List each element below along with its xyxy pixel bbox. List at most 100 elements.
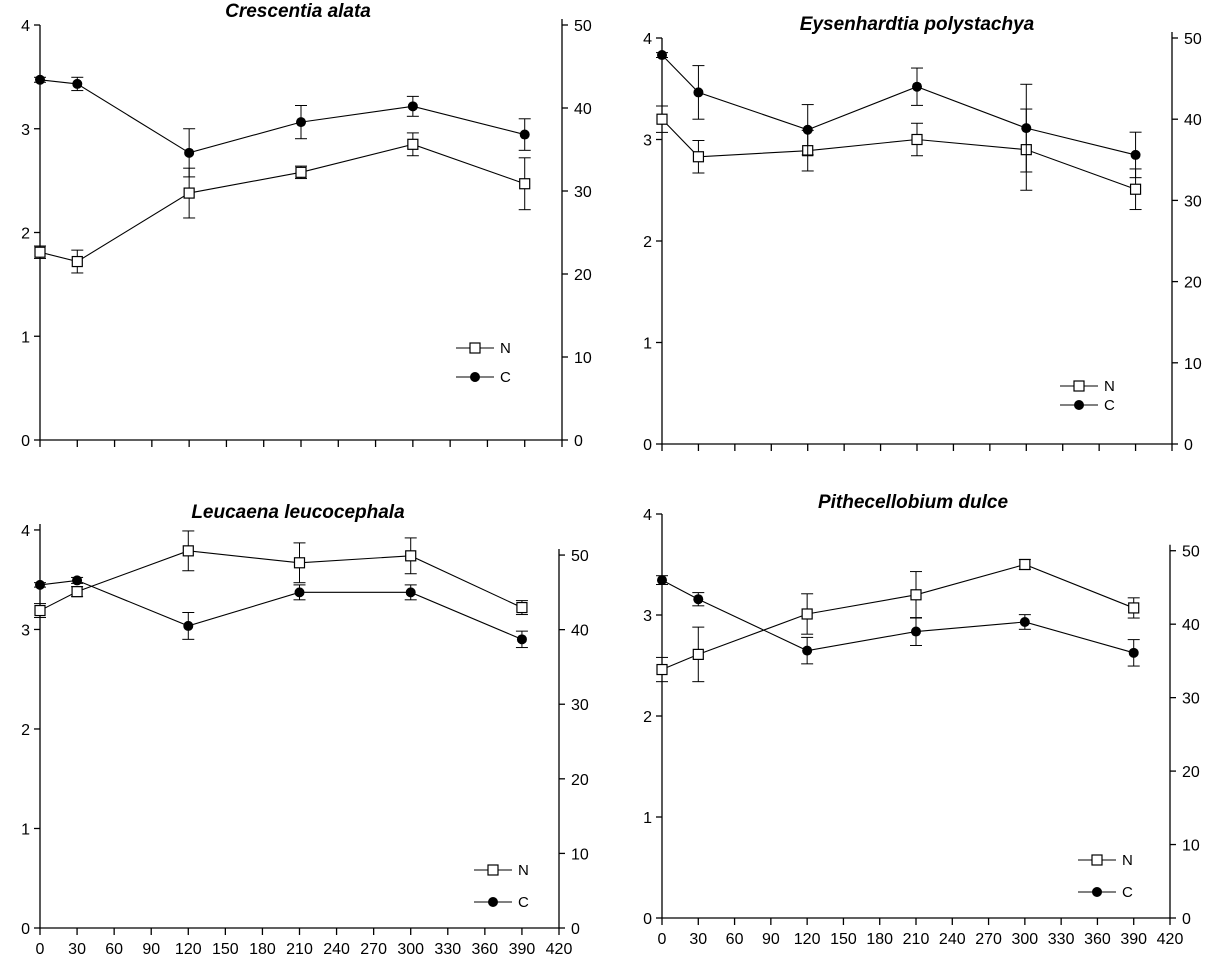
x-tick-label: 300	[1012, 931, 1039, 948]
x-tick-label: 420	[1157, 931, 1184, 948]
data-point-C	[1130, 149, 1141, 160]
x-tick-label: 300	[397, 941, 424, 958]
legend-marker-N	[469, 342, 481, 354]
data-point-N	[692, 648, 704, 660]
data-point-N	[295, 166, 307, 178]
left-y-tick-label: 1	[643, 810, 652, 827]
series-line-C	[39, 579, 523, 640]
right-y-tick-label: 0	[1184, 437, 1193, 454]
data-point-C	[1019, 616, 1030, 627]
chart-title: Leucaena leucocephala	[191, 502, 405, 523]
legend-marker-N	[487, 864, 499, 876]
right-y-tick-label: 40	[1184, 112, 1202, 129]
data-point-C	[183, 620, 194, 631]
data-point-C	[516, 634, 527, 645]
data-point-N	[34, 604, 46, 617]
data-point-C	[407, 101, 418, 112]
legend-label-C: C	[518, 894, 529, 911]
data-point-N	[692, 151, 705, 163]
data-point-C	[912, 81, 922, 92]
legend-marker-N	[1091, 854, 1103, 866]
x-tick-label: 360	[472, 941, 499, 958]
right-y-tick-label: 50	[1184, 31, 1202, 48]
left-y-tick-label: 4	[643, 507, 652, 524]
data-point-C	[1128, 647, 1139, 658]
series-C	[34, 74, 531, 178]
left-y-tick-label: 4	[643, 31, 652, 48]
right-y-tick-label: 10	[571, 846, 589, 863]
x-tick-label: 30	[689, 931, 707, 948]
left-y-tick-label: 3	[21, 122, 30, 139]
x-tick-label: 30	[68, 941, 86, 958]
right-y-tick-label: 20	[1182, 764, 1200, 781]
series-C	[34, 575, 528, 649]
left-y-tick-label: 0	[21, 921, 30, 938]
legend: NC	[1078, 852, 1133, 901]
right-y-tick-label: 50	[1182, 544, 1200, 561]
legend-label-C: C	[1104, 397, 1115, 414]
data-point-N	[34, 246, 46, 258]
x-tick-label: 90	[142, 941, 160, 958]
x-tick-label: 270	[975, 931, 1002, 948]
chart-title: Crescentia alata	[225, 1, 371, 22]
left-y-tick-label: 3	[21, 622, 30, 639]
left-y-tick-label: 0	[643, 911, 652, 928]
left-y-tick-label: 2	[21, 226, 30, 243]
x-tick-label: 150	[830, 931, 857, 948]
right-y-tick-label: 10	[1184, 356, 1202, 373]
x-tick-label: 210	[286, 941, 313, 958]
x-tick-label: 390	[1120, 931, 1147, 948]
series-C	[656, 50, 1142, 179]
x-tick-label: 60	[726, 931, 744, 948]
data-point-N	[801, 608, 813, 620]
right-y-tick-label: 30	[1184, 193, 1202, 210]
right-y-tick-label: 40	[571, 623, 589, 640]
data-point-N	[911, 133, 923, 146]
legend-label-N: N	[518, 862, 529, 879]
series-N	[34, 132, 531, 274]
right-y-tick-label: 20	[574, 267, 592, 284]
data-point-N	[293, 557, 306, 569]
data-point-C	[296, 117, 306, 128]
x-tick-label: 330	[1048, 931, 1075, 948]
legend: NC	[456, 340, 511, 386]
data-point-C	[35, 579, 45, 590]
legend-label-N: N	[1122, 852, 1133, 869]
data-point-N	[1129, 183, 1142, 195]
x-tick-label: 240	[939, 931, 966, 948]
data-point-N	[519, 178, 531, 190]
data-point-C	[72, 78, 83, 89]
data-point-N	[910, 589, 922, 601]
legend-label-C: C	[1122, 884, 1133, 901]
series-line-N	[39, 143, 525, 263]
legend-marker-N	[1073, 380, 1085, 392]
data-point-N	[516, 601, 528, 614]
x-tick-label: 90	[762, 931, 780, 948]
left-y-tick-label: 2	[643, 234, 652, 251]
left-y-tick-label: 0	[21, 433, 30, 450]
data-point-N	[407, 138, 419, 150]
data-point-N	[1019, 558, 1031, 571]
series-C	[656, 575, 1140, 667]
x-tick-label: 120	[175, 941, 202, 958]
right-y-tick-label: 10	[1182, 838, 1200, 855]
left-y-tick-label: 1	[21, 821, 30, 838]
data-point-C	[911, 626, 921, 637]
x-tick-label: 0	[36, 941, 45, 958]
x-tick-label: 180	[866, 931, 893, 948]
data-point-C	[519, 129, 530, 140]
data-point-C	[693, 87, 704, 98]
left-y-tick-label: 3	[643, 133, 652, 150]
data-point-C	[802, 645, 813, 656]
data-point-N	[71, 586, 83, 598]
data-point-C	[1021, 123, 1032, 134]
series-line-C	[39, 79, 525, 154]
data-point-N	[656, 113, 668, 125]
data-point-N	[1128, 602, 1140, 614]
left-y-tick-label: 1	[643, 336, 652, 353]
data-point-C	[693, 594, 704, 605]
legend: NC	[474, 862, 529, 911]
left-y-tick-label: 2	[643, 709, 652, 726]
x-tick-label: 180	[249, 941, 276, 958]
